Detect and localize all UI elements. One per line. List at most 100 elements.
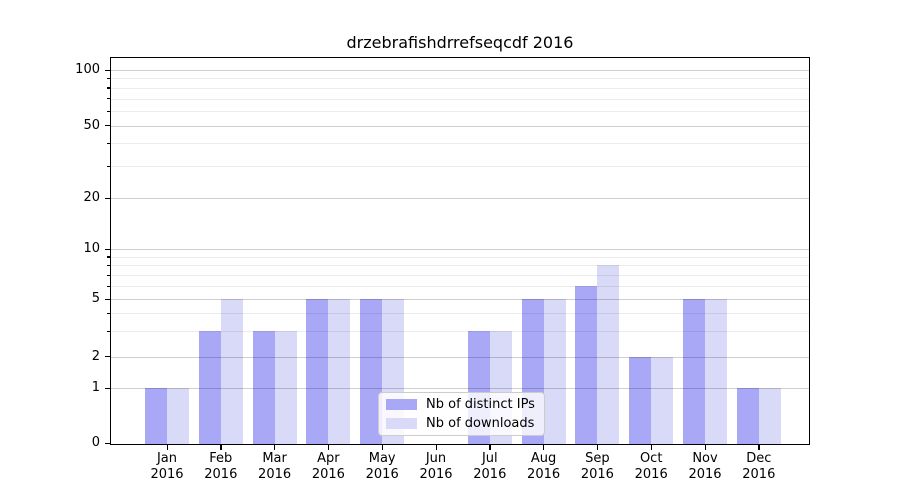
y-axis-tick	[104, 248, 110, 251]
minor-gridline	[111, 275, 809, 277]
y-axis-minor-tick	[106, 165, 110, 167]
bar-distinct-ips	[575, 286, 598, 444]
y-axis-tick	[104, 387, 110, 390]
y-axis-tick	[104, 69, 110, 71]
x-tick-month: Jul	[481, 450, 498, 466]
major-gridline	[111, 198, 809, 200]
bar-downloads	[220, 299, 243, 444]
x-tick-year: 2016	[473, 466, 507, 482]
x-tick-year: 2016	[311, 466, 345, 482]
x-tick-month: Jun	[425, 450, 447, 466]
x-axis-tick	[489, 444, 491, 450]
y-tick-label: 100	[75, 62, 100, 77]
bar-downloads	[758, 388, 781, 444]
legend-label: Nb of downloads	[426, 416, 535, 431]
y-tick-label: 10	[83, 241, 100, 257]
x-axis-tick	[220, 444, 222, 450]
x-tick-month: May	[368, 450, 396, 466]
y-tick-label: 0	[91, 435, 100, 451]
major-gridline	[111, 299, 809, 301]
bar-distinct-ips	[360, 299, 383, 444]
y-tick-label: 1	[91, 380, 100, 396]
x-tick-year: 2016	[527, 466, 561, 482]
minor-gridline	[111, 265, 809, 267]
y-axis-tick	[104, 197, 110, 200]
y-axis-tick	[104, 125, 110, 127]
x-tick-month: Nov	[692, 450, 718, 466]
x-tick-year: 2016	[634, 466, 668, 482]
chart-title: drzebrafishdrrefseqcdf 2016	[346, 33, 574, 52]
x-tick-label: Nov 2016	[673, 451, 737, 483]
minor-gridline	[111, 256, 809, 258]
y-axis-minor-tick	[106, 110, 110, 112]
x-axis-tick	[758, 444, 760, 450]
x-tick-label: Aug 2016	[512, 451, 576, 483]
bar-downloads	[651, 356, 674, 444]
bar-distinct-ips	[683, 299, 705, 444]
x-tick-year: 2016	[258, 466, 292, 482]
x-axis-tick	[704, 444, 706, 450]
x-axis-tick	[543, 444, 545, 450]
legend-swatch	[386, 418, 417, 429]
minor-gridline	[111, 78, 809, 80]
minor-gridline	[111, 143, 809, 145]
minor-gridline	[111, 313, 809, 315]
bar-distinct-ips	[736, 388, 759, 444]
x-tick-label: May 2016	[350, 451, 414, 483]
x-tick-label: Mar 2016	[243, 451, 307, 483]
bar-downloads	[274, 331, 297, 444]
legend-item: Nb of downloads	[386, 414, 537, 433]
x-tick-month: Oct	[639, 450, 663, 466]
minor-gridline	[111, 331, 809, 333]
x-axis-tick	[596, 444, 599, 450]
x-tick-month: Feb	[209, 450, 233, 466]
x-tick-year: 2016	[204, 466, 238, 482]
x-tick-label: Feb 2016	[189, 451, 253, 483]
y-axis-tick	[104, 356, 110, 358]
minor-gridline	[111, 286, 809, 288]
x-tick-year: 2016	[150, 466, 184, 482]
y-axis-minor-tick	[106, 330, 110, 333]
x-axis-tick	[274, 444, 276, 450]
major-gridline	[111, 249, 809, 251]
x-tick-year: 2016	[580, 466, 614, 482]
y-tick-label: 20	[83, 190, 100, 206]
bar-distinct-ips	[629, 356, 652, 444]
bar-distinct-ips	[252, 331, 275, 444]
y-tick-label: 50	[83, 117, 100, 133]
bar-downloads	[705, 299, 727, 444]
y-axis-minor-tick	[106, 142, 110, 145]
x-tick-label: Jun 2016	[404, 451, 468, 483]
x-axis-tick	[650, 444, 652, 450]
bar-downloads	[597, 265, 620, 444]
major-gridline	[111, 356, 809, 358]
x-tick-label: Oct 2016	[619, 451, 683, 483]
bar-distinct-ips	[145, 388, 167, 444]
minor-gridline	[111, 166, 809, 168]
major-gridline	[111, 70, 809, 71]
x-tick-label: Jan 2016	[135, 451, 199, 483]
major-gridline	[111, 125, 809, 127]
y-tick-label: 5	[91, 291, 100, 307]
x-tick-month: Apr	[317, 450, 340, 466]
y-axis-minor-tick	[106, 274, 110, 276]
bar-distinct-ips	[198, 331, 221, 444]
bar-downloads	[167, 388, 189, 444]
y-axis-minor-tick	[106, 77, 110, 80]
legend-swatch	[386, 399, 417, 410]
x-tick-year: 2016	[365, 466, 399, 482]
x-tick-month: Sep	[585, 450, 610, 466]
y-axis-minor-tick	[106, 285, 110, 287]
y-axis-minor-tick	[106, 256, 110, 258]
x-tick-year: 2016	[419, 466, 453, 482]
major-gridline	[111, 388, 809, 390]
x-tick-month: Jan	[156, 450, 178, 466]
y-axis-tick	[104, 298, 110, 301]
y-axis-minor-tick	[106, 87, 110, 89]
minor-gridline	[111, 87, 809, 89]
legend: Nb of distinct IPs Nb of downloads	[378, 392, 545, 436]
legend-label: Nb of distinct IPs	[426, 397, 535, 412]
legend-item: Nb of distinct IPs	[386, 395, 537, 414]
y-axis-tick	[104, 442, 110, 445]
